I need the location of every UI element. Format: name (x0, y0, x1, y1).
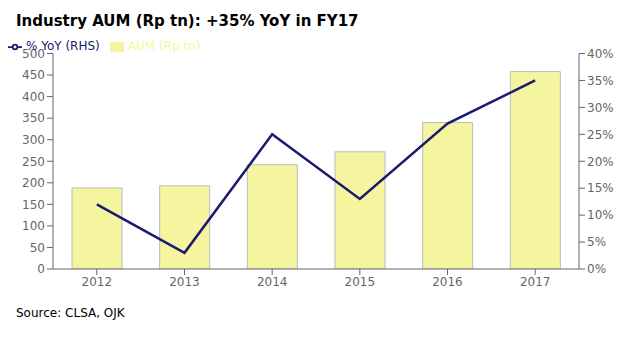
svg-text:2013: 2013 (169, 275, 200, 289)
svg-text:25%: 25% (587, 128, 614, 142)
svg-text:500: 500 (22, 47, 45, 61)
svg-text:40%: 40% (587, 47, 614, 61)
svg-text:2016: 2016 (432, 275, 463, 289)
svg-text:15%: 15% (587, 181, 614, 195)
svg-text:2015: 2015 (345, 275, 376, 289)
svg-text:35%: 35% (587, 74, 614, 88)
svg-text:10%: 10% (587, 208, 614, 222)
svg-text:50: 50 (30, 241, 45, 255)
svg-text:2014: 2014 (257, 275, 288, 289)
svg-text:450: 450 (22, 68, 45, 82)
svg-text:2012: 2012 (82, 275, 113, 289)
svg-text:150: 150 (22, 198, 45, 212)
svg-text:400: 400 (22, 90, 45, 104)
svg-text:0: 0 (37, 262, 45, 276)
svg-text:30%: 30% (587, 101, 614, 115)
svg-text:0%: 0% (587, 262, 606, 276)
svg-text:20%: 20% (587, 155, 614, 169)
svg-text:100: 100 (22, 219, 45, 233)
svg-text:300: 300 (22, 133, 45, 147)
svg-text:350: 350 (22, 111, 45, 125)
svg-text:250: 250 (22, 155, 45, 169)
svg-text:5%: 5% (587, 235, 606, 249)
svg-text:2017: 2017 (520, 275, 551, 289)
svg-text:200: 200 (22, 176, 45, 190)
